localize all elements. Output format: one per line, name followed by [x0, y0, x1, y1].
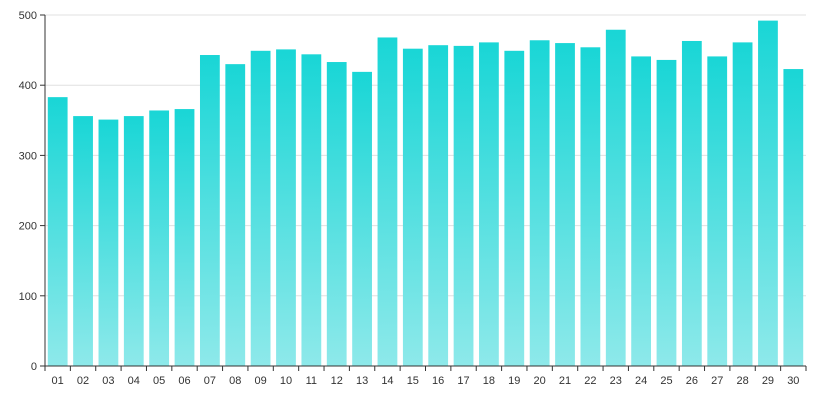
x-tick-label: 23	[610, 375, 622, 387]
x-tick-label: 08	[229, 375, 241, 387]
bar-24[interactable]	[631, 56, 652, 366]
x-tick-label: 27	[711, 375, 723, 387]
bar-25[interactable]	[656, 59, 677, 366]
x-tick-label: 12	[331, 375, 343, 387]
bar-21[interactable]	[555, 43, 575, 367]
y-tick-label: 500	[19, 10, 37, 22]
bar-15[interactable]	[402, 48, 423, 367]
bar-06[interactable]	[174, 109, 195, 367]
bar-02[interactable]	[73, 116, 93, 366]
y-tick-label: 100	[19, 291, 37, 303]
bar-04[interactable]	[123, 116, 144, 366]
bar-08[interactable]	[225, 64, 246, 366]
bar-22[interactable]	[580, 47, 601, 367]
x-tick-label: 04	[128, 375, 140, 387]
x-tick-label: 17	[457, 375, 469, 387]
bar-01[interactable]	[47, 97, 68, 366]
bar-27[interactable]	[707, 56, 728, 366]
bar-14[interactable]	[377, 37, 398, 367]
axes	[40, 14, 807, 371]
bar-19[interactable]	[504, 50, 525, 366]
bar-29[interactable]	[758, 20, 778, 367]
x-tick-label: 25	[660, 375, 672, 387]
bar-03[interactable]	[98, 119, 119, 367]
bar-18[interactable]	[479, 42, 499, 367]
bar-30[interactable]	[783, 69, 804, 366]
x-tick-label: 22	[584, 375, 596, 387]
bar-13[interactable]	[352, 71, 372, 366]
bar-07[interactable]	[199, 55, 220, 366]
bar-17[interactable]	[453, 45, 474, 366]
x-tick-label: 11	[306, 375, 317, 387]
bar-16[interactable]	[428, 45, 449, 366]
x-tick-label: 06	[178, 375, 190, 387]
x-tick-label: 07	[204, 375, 216, 387]
x-tick-label: 28	[736, 375, 748, 387]
x-tick-label: 30	[787, 375, 799, 387]
x-tick-label: 20	[534, 375, 546, 387]
bar-26[interactable]	[681, 40, 702, 366]
tick-labels: 0 100 200 300 400 500 01 02 03 04 05 06 07 08 09 10 11 12…	[19, 10, 800, 387]
x-tick-label: 02	[77, 375, 89, 387]
bar-11[interactable]	[301, 54, 322, 366]
bars	[47, 20, 804, 367]
bar-28[interactable]	[732, 42, 753, 367]
y-tick-label: 400	[19, 80, 37, 92]
gridlines	[45, 14, 806, 297]
x-tick-label: 10	[280, 375, 292, 387]
x-tick-label: 14	[381, 375, 393, 387]
x-tick-label: 18	[483, 375, 495, 387]
bar-05[interactable]	[149, 110, 170, 366]
x-tick-label: 05	[153, 375, 165, 387]
x-tick-label: 15	[407, 375, 419, 387]
x-tick-label: 16	[432, 375, 444, 387]
y-tick-label: 200	[19, 221, 37, 233]
x-tick-label: 26	[686, 375, 698, 387]
x-tick-label: 09	[254, 375, 266, 387]
y-tick-label: 0	[31, 361, 37, 373]
x-tick-label: 19	[508, 375, 520, 387]
bar-10[interactable]	[276, 49, 296, 366]
x-tick-label: 03	[102, 375, 114, 387]
y-tick-label: 300	[19, 150, 37, 162]
x-tick-label: 13	[356, 375, 368, 387]
bar-09[interactable]	[250, 50, 271, 366]
x-tick-label: 24	[635, 375, 647, 387]
x-tick-label: 01	[52, 375, 64, 387]
bar-12[interactable]	[326, 62, 347, 367]
x-tick-label: 21	[559, 375, 571, 387]
x-tick-label: 29	[762, 375, 774, 387]
bar-23[interactable]	[605, 29, 626, 366]
bar-20[interactable]	[529, 40, 550, 366]
